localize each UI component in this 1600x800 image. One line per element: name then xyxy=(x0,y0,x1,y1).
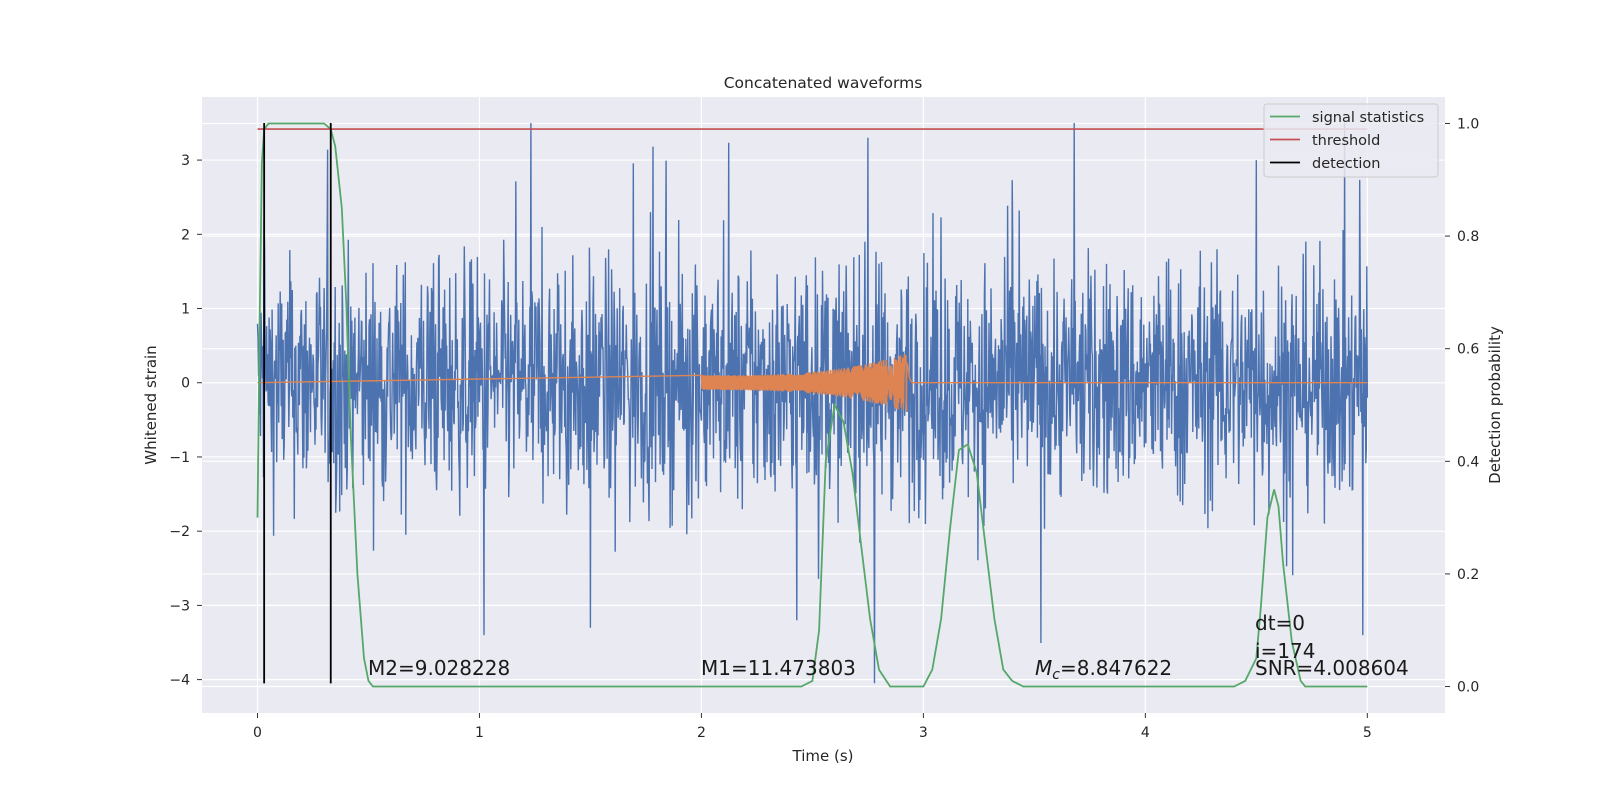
legend-box xyxy=(1263,103,1439,178)
x-axis-ticks: 0 1 2 3 4 5 xyxy=(253,713,1372,741)
chart-title: Concatenated waveforms xyxy=(724,74,923,92)
annotation-m2: M2=9.028228 xyxy=(368,656,510,680)
y2-axis-label: Detection probability xyxy=(1486,326,1504,484)
detection-lines xyxy=(263,122,332,684)
annotation-mc-value: =8.847622 xyxy=(1060,656,1172,680)
y-tick-label: −4 xyxy=(169,673,190,689)
y2-axis-ticks: 0.0 0.2 0.4 0.6 0.8 1.0 xyxy=(1445,116,1479,696)
annotation-snr: SNR=4.008604 xyxy=(1255,656,1409,680)
annotation-i: i=174 xyxy=(1255,639,1316,663)
y2-tick-label: 0.4 xyxy=(1457,454,1479,470)
legend-label-threshold: threshold xyxy=(1312,133,1380,149)
y-tick-label: −3 xyxy=(169,598,190,614)
x-tick-label: 0 xyxy=(253,725,262,741)
y-axis-ticks: −4 −3 −2 −1 0 1 2 3 xyxy=(169,153,202,689)
y-tick-label: −2 xyxy=(169,524,190,540)
x-tick-label: 1 xyxy=(475,725,484,741)
y-axis-label: Whitened strain xyxy=(142,345,160,464)
annotation-mc-symbol: M xyxy=(1035,656,1052,680)
legend-label-signal-statistics: signal statistics xyxy=(1312,110,1424,126)
y2-tick-label: 0.8 xyxy=(1457,229,1479,245)
injected-chirp-line xyxy=(257,354,1368,412)
y-tick-label: −1 xyxy=(169,450,190,466)
legend-label-detection: detection xyxy=(1312,156,1380,172)
x-tick-label: 2 xyxy=(697,725,706,741)
whitened-strain-line xyxy=(256,122,1369,684)
signal-statistics-line xyxy=(256,122,1368,688)
y-tick-label: 2 xyxy=(181,227,190,243)
annotation-mc-subscript: c xyxy=(1052,667,1060,683)
y2-tick-label: 0.2 xyxy=(1457,567,1479,583)
x-tick-label: 5 xyxy=(1363,725,1372,741)
y2-tick-label: 0.6 xyxy=(1457,342,1479,358)
y-tick-label: 3 xyxy=(181,153,190,169)
y-tick-label: 0 xyxy=(181,376,190,392)
x-axis-label: Time (s) xyxy=(792,747,854,765)
annotation-mc: Mc=8.847622 xyxy=(1035,656,1172,683)
legend: signal statistics threshold detection xyxy=(1263,103,1439,178)
annotation-dt: dt=0 xyxy=(1255,611,1305,635)
annotation-m1: M1=11.473803 xyxy=(701,656,856,680)
x-tick-label: 4 xyxy=(1141,725,1150,741)
x-tick-label: 3 xyxy=(919,725,928,741)
y2-tick-label: 0.0 xyxy=(1457,680,1479,696)
y-tick-label: 1 xyxy=(181,302,190,318)
y2-tick-label: 1.0 xyxy=(1457,116,1479,132)
